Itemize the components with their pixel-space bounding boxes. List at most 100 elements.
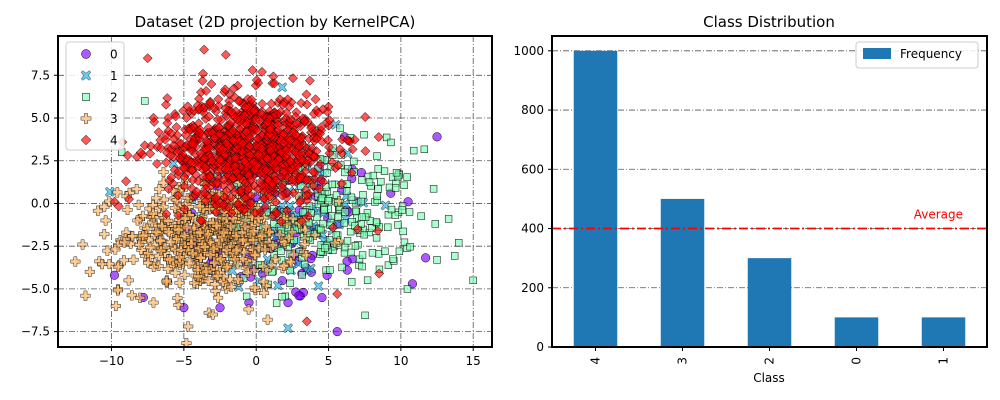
scatter-point xyxy=(277,190,288,201)
scatter-point xyxy=(175,245,186,256)
scatter-point xyxy=(420,145,428,153)
bar-y-tick-label: 200 xyxy=(521,281,544,295)
scatter-point xyxy=(351,242,360,250)
scatter-point xyxy=(244,141,255,152)
scatter-point xyxy=(399,227,407,236)
scatter-point xyxy=(384,223,392,231)
scatter-point xyxy=(319,219,327,228)
scatter-point xyxy=(451,252,459,260)
scatter-point xyxy=(226,117,236,128)
scatter-point xyxy=(156,221,167,232)
scatter-point xyxy=(251,75,262,86)
scatter-y-axis: −7.5 −5.0 −2.5 0.0 2.5 5.0 7.5 xyxy=(21,68,58,339)
scatter-point xyxy=(179,181,189,192)
scatter-point xyxy=(444,215,453,223)
scatter-point xyxy=(253,149,264,160)
legend-swatch-frequency xyxy=(863,48,891,59)
scatter-point xyxy=(202,136,212,147)
scatter-point xyxy=(342,135,353,146)
scatter-point xyxy=(189,277,200,288)
scatter-point xyxy=(278,213,289,224)
scatter-y-tick-label: −7.5 xyxy=(21,325,50,339)
scatter-point xyxy=(373,152,381,160)
scatter-point xyxy=(266,98,277,109)
scatter-point xyxy=(158,166,169,177)
scatter-point xyxy=(199,241,210,252)
scatter-point xyxy=(298,271,306,279)
scatter-point xyxy=(70,256,81,267)
scatter-point xyxy=(302,174,313,185)
scatter-x-tick-label: 5 xyxy=(325,354,333,368)
scatter-point xyxy=(165,236,176,247)
scatter-point xyxy=(294,197,305,208)
scatter-point xyxy=(287,213,298,224)
scatter-point xyxy=(403,173,411,181)
scatter-point xyxy=(172,293,183,304)
scatter-point xyxy=(278,293,286,301)
scatter-point xyxy=(212,270,223,281)
scatter-point xyxy=(163,215,174,226)
scatter-x-tick-label: 0 xyxy=(252,354,260,368)
scatter-point xyxy=(347,248,355,257)
bar-y-axis: 0 200 400 600 800 1000 xyxy=(513,44,552,354)
scatter-point xyxy=(141,97,149,105)
scatter-point xyxy=(395,247,404,255)
scatter-point xyxy=(286,279,294,288)
scatter-y-tick-label: −2.5 xyxy=(21,239,50,253)
bar-class-0 xyxy=(834,317,879,347)
scatter-point xyxy=(273,125,284,136)
scatter-point xyxy=(296,154,307,165)
scatter-point xyxy=(182,101,193,112)
scatter-point xyxy=(365,178,374,186)
scatter-point xyxy=(153,127,164,138)
scatter-point xyxy=(285,135,296,146)
scatter-point xyxy=(260,165,271,176)
scatter-point xyxy=(410,146,418,155)
scatter-point xyxy=(222,262,233,273)
scatter-point xyxy=(369,171,378,180)
scatter-point xyxy=(181,222,192,233)
scatter-point xyxy=(348,278,356,286)
scatter-point xyxy=(275,216,286,227)
scatter-point xyxy=(313,281,324,291)
scatter-point xyxy=(214,129,225,140)
scatter-point xyxy=(186,165,197,176)
scatter-point xyxy=(100,215,111,226)
scatter-point xyxy=(260,201,271,212)
scatter-point xyxy=(356,168,366,178)
bar-x-tick-label: 1 xyxy=(937,357,951,365)
scatter-point xyxy=(281,205,292,216)
scatter-point xyxy=(134,239,145,250)
bar-x-tick-label: 3 xyxy=(676,357,690,365)
scatter-point xyxy=(352,224,363,235)
scatter-point xyxy=(187,248,198,259)
scatter-point xyxy=(250,80,261,91)
bar-y-tick-label: 0 xyxy=(536,340,544,354)
scatter-point xyxy=(193,161,204,172)
scatter-point xyxy=(318,104,328,115)
scatter-point xyxy=(243,304,254,315)
scatter-point xyxy=(343,237,352,245)
scatter-point xyxy=(358,262,366,271)
scatter-point xyxy=(218,199,229,210)
scatter-point xyxy=(194,124,205,135)
scatter-legend: 0 1 2 3 4 xyxy=(65,41,125,151)
scatter-point xyxy=(136,244,147,255)
bar-class-3 xyxy=(660,198,705,347)
scatter-point xyxy=(239,110,250,121)
bar-y-tick-label: 1000 xyxy=(513,44,544,58)
scatter-point xyxy=(352,207,360,215)
scatter-point xyxy=(328,212,336,220)
scatter-point xyxy=(332,191,341,199)
scatter-point xyxy=(165,150,176,161)
scatter-point xyxy=(112,187,123,198)
scatter-point xyxy=(332,327,342,337)
scatter-point xyxy=(246,94,257,105)
scatter-point xyxy=(455,239,463,247)
scatter-point xyxy=(301,260,309,269)
scatter-point xyxy=(109,270,119,280)
scatter-point xyxy=(333,160,344,171)
bar-subplot: Class Distribution Average 4 3 2 0 1 0 200 400… xyxy=(513,13,988,385)
scatter-point xyxy=(110,244,121,255)
scatter-point xyxy=(308,151,319,162)
